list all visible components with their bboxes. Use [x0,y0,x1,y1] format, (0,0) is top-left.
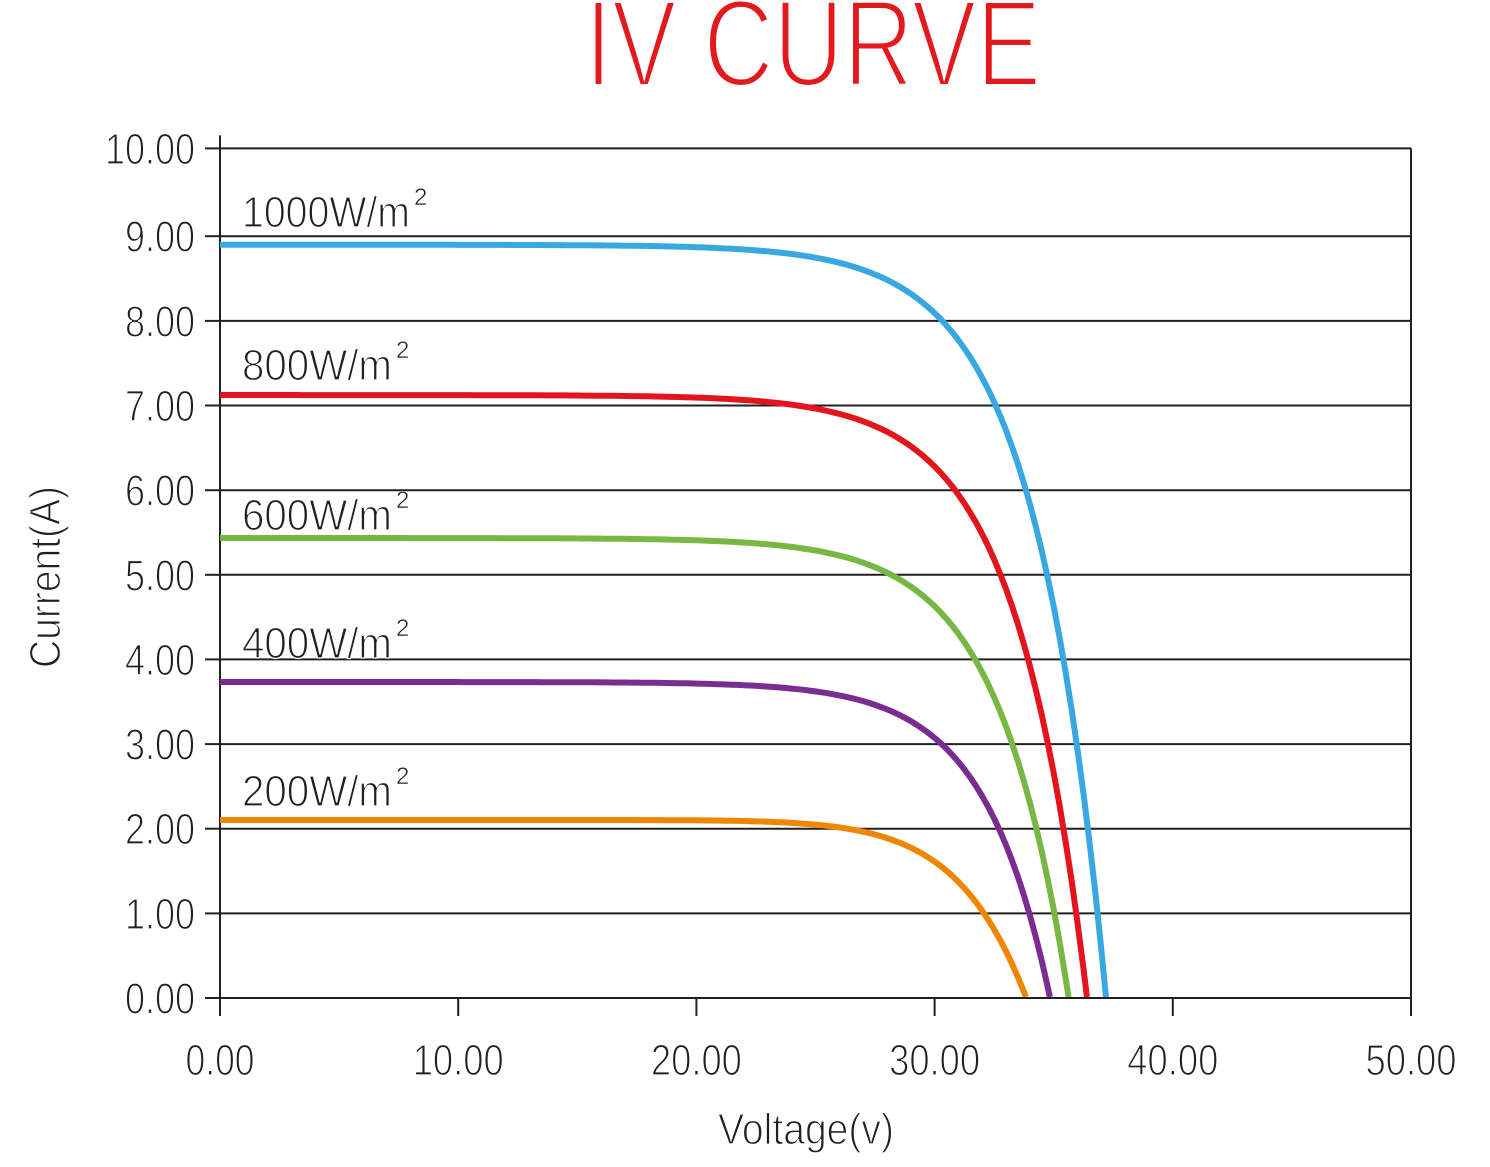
svg-text:400W/m: 400W/m [242,619,392,668]
svg-text:10.00: 10.00 [413,1036,504,1085]
svg-text:3.00: 3.00 [125,721,195,770]
svg-text:0.00: 0.00 [125,975,195,1024]
svg-text:IV CURVE: IV CURVE [585,0,1041,113]
svg-text:2: 2 [396,487,409,514]
svg-text:0.00: 0.00 [186,1036,255,1085]
svg-text:30.00: 30.00 [889,1036,980,1085]
svg-text:Current(A): Current(A) [21,486,70,668]
svg-text:2: 2 [396,763,409,790]
svg-text:800W/m: 800W/m [242,341,392,390]
svg-text:200W/m: 200W/m [242,767,392,816]
svg-text:8.00: 8.00 [125,297,195,346]
svg-text:1000W/m: 1000W/m [242,188,410,237]
svg-text:40.00: 40.00 [1127,1036,1218,1085]
svg-text:2: 2 [414,184,427,211]
svg-text:600W/m: 600W/m [242,491,392,540]
svg-text:2: 2 [396,337,409,364]
svg-text:10.00: 10.00 [105,125,195,174]
svg-text:2: 2 [396,615,409,642]
svg-text:7.00: 7.00 [125,382,195,431]
svg-text:5.00: 5.00 [125,551,195,600]
svg-text:50.00: 50.00 [1366,1036,1457,1085]
svg-text:Voltage(v): Voltage(v) [718,1105,894,1154]
svg-text:2.00: 2.00 [125,805,195,854]
svg-text:6.00: 6.00 [125,467,195,516]
svg-text:1.00: 1.00 [125,890,195,939]
svg-text:9.00: 9.00 [125,213,195,262]
svg-text:20.00: 20.00 [651,1036,742,1085]
svg-text:4.00: 4.00 [125,636,195,685]
